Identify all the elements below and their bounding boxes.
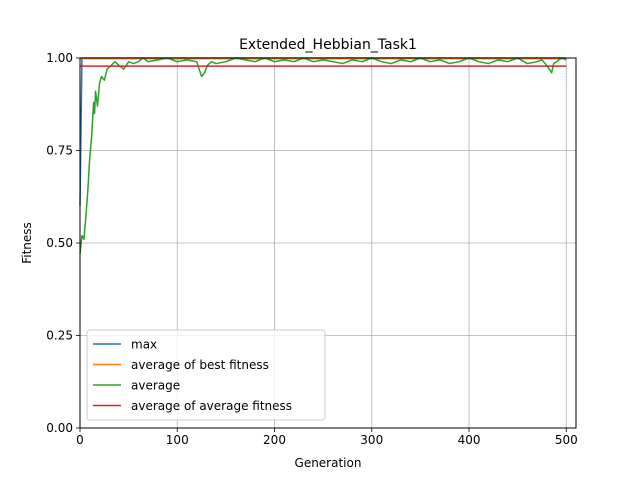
- y-axis-label: Fitness: [20, 222, 34, 264]
- legend-label: average of best fitness: [131, 358, 269, 372]
- legend-label: average: [131, 379, 180, 393]
- legend-items: max average of best fitness average average…: [93, 338, 292, 413]
- legend-label: average of average fitness: [131, 399, 292, 413]
- y-tick-label: 0.25: [46, 329, 73, 343]
- y-axis-ticks: 0.00 0.25 0.50 0.75 1.00: [46, 51, 80, 435]
- y-tick-label: 0.75: [46, 144, 73, 158]
- x-tick-label: 400: [458, 433, 481, 447]
- legend-label: max: [131, 338, 157, 352]
- x-tick-label: 300: [360, 433, 383, 447]
- y-tick-label: 0.50: [46, 236, 73, 250]
- y-tick-label: 1.00: [46, 51, 73, 65]
- legend-frame: [86, 329, 326, 421]
- x-axis-label: Generation: [295, 456, 362, 470]
- x-tick-label: 100: [166, 433, 189, 447]
- x-axis-ticks: 0 100 200 300 400 500: [76, 428, 578, 447]
- y-tick-label: 0.00: [46, 421, 73, 435]
- x-tick-label: 0: [76, 433, 84, 447]
- series-line-average: [79, 57, 567, 255]
- legend: max average of best fitness average average…: [86, 329, 326, 421]
- x-tick-label: 500: [555, 433, 578, 447]
- x-tick-label: 200: [263, 433, 286, 447]
- chart-title: Extended_Hebbian_Task1: [239, 37, 417, 53]
